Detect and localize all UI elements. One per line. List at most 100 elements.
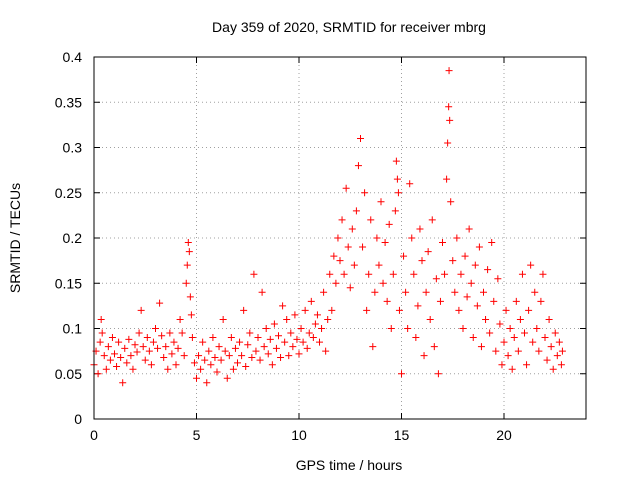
data-point [266,335,274,343]
data-point [115,338,123,346]
data-point [350,261,358,269]
data-point [270,320,278,328]
data-point [178,329,186,337]
data-point [488,239,496,247]
data-point [127,352,135,360]
data-point [420,352,428,360]
data-point [303,344,311,352]
data-point [543,356,551,364]
data-point [207,361,215,369]
data-point [260,343,268,351]
data-point [187,311,195,319]
data-point [248,353,256,361]
data-point [443,175,451,183]
data-point [344,243,352,251]
data-point [121,344,129,352]
y-tick-label: 0.15 [55,275,82,291]
data-point [373,234,381,242]
data-point [516,315,524,323]
data-point [236,338,244,346]
data-point [285,352,293,360]
data-point [188,334,196,342]
data-point [174,344,182,352]
data-point [338,216,346,224]
data-point [558,347,566,355]
data-point [180,352,188,360]
y-tick-label: 0 [74,411,82,427]
data-point [186,293,194,301]
data-point [408,234,416,242]
data-point [484,266,492,274]
data-point [529,338,537,346]
data-point [195,352,203,360]
data-point [502,306,510,314]
data-point [463,293,471,301]
data-point [240,306,248,314]
data-point [445,67,453,75]
data-point [293,335,301,343]
data-point [504,352,512,360]
data-point [309,334,317,342]
data-point [279,302,287,310]
x-tick-label: 10 [291,427,307,443]
data-point [465,225,473,233]
data-point [268,361,276,369]
data-point [301,306,309,314]
data-point [281,338,289,346]
data-point [141,356,149,364]
data-point [486,329,494,337]
data-point [444,139,452,147]
data-point [244,341,252,349]
data-point [197,365,205,373]
data-point [305,329,313,337]
data-point [102,365,110,373]
data-point [523,361,531,369]
data-point [334,234,342,242]
data-point [348,225,356,233]
data-point [381,239,389,247]
data-point [125,335,133,343]
data-point [539,270,547,278]
data-point [184,239,192,247]
x-tick-label: 0 [90,427,98,443]
data-point [297,325,305,332]
data-point [389,270,397,278]
data-point [147,361,155,369]
data-point [166,329,174,337]
data-point [379,279,387,287]
data-point [234,359,241,367]
data-point [295,350,303,358]
data-point [94,370,102,378]
data-point [135,329,143,337]
data-point [434,370,442,378]
data-point [209,334,217,342]
data-point [342,184,350,192]
data-point [205,347,213,355]
data-point [113,363,121,371]
data-point [412,334,420,342]
data-point [289,343,297,351]
data-point [346,284,354,292]
data-point [363,306,371,314]
data-point [199,338,207,346]
data-point [395,306,403,314]
data-point [318,325,326,332]
data-point [246,329,254,337]
y-tick-label: 0.4 [63,49,83,65]
data-point [170,338,178,346]
data-point [320,288,328,296]
data-point [262,325,270,332]
data-point [498,361,506,369]
data-point [272,344,280,352]
data-point [424,248,432,256]
data-point [492,347,500,355]
data-point [133,348,141,356]
data-point [215,343,223,351]
data-point [158,332,166,340]
data-point [172,361,180,369]
data-point [307,297,315,305]
data-point [394,189,402,197]
data-point [383,297,391,305]
data-point [547,343,555,351]
data-point [111,350,118,358]
